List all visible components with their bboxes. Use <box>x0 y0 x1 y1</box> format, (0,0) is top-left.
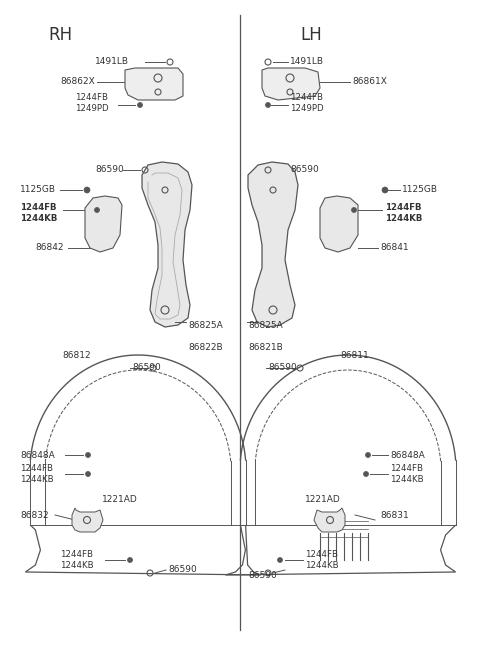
Text: 1125GB: 1125GB <box>20 185 56 195</box>
Text: 86590: 86590 <box>248 571 277 580</box>
Text: 1244FB
1244KB: 1244FB 1244KB <box>20 203 58 223</box>
Polygon shape <box>142 162 192 327</box>
Text: 86822B: 86822B <box>188 343 223 352</box>
Text: 86831: 86831 <box>380 510 409 519</box>
Text: 1244FB
1249PD: 1244FB 1249PD <box>75 93 108 113</box>
Text: 86812: 86812 <box>62 350 91 360</box>
Text: RH: RH <box>48 26 72 44</box>
Text: 86821B: 86821B <box>248 343 283 352</box>
Text: 1221AD: 1221AD <box>305 495 341 504</box>
Circle shape <box>137 102 143 107</box>
Text: 1244FB
1244KB: 1244FB 1244KB <box>60 550 94 570</box>
Polygon shape <box>314 508 345 532</box>
Text: 86832: 86832 <box>20 510 48 519</box>
Text: 86811: 86811 <box>340 350 369 360</box>
Circle shape <box>351 208 357 212</box>
Circle shape <box>85 472 91 476</box>
Polygon shape <box>262 68 320 100</box>
Text: 86590: 86590 <box>95 166 124 174</box>
Text: 1244FB
1244KB: 1244FB 1244KB <box>305 550 338 570</box>
Text: LH: LH <box>300 26 322 44</box>
Polygon shape <box>85 196 122 252</box>
Circle shape <box>128 557 132 563</box>
Text: 86825A: 86825A <box>188 320 223 329</box>
Circle shape <box>85 453 91 457</box>
Circle shape <box>382 187 388 193</box>
Text: 1221AD: 1221AD <box>102 495 138 504</box>
Polygon shape <box>248 162 298 327</box>
Text: 86841: 86841 <box>380 244 408 252</box>
Text: 86590: 86590 <box>168 565 197 574</box>
Text: 86590: 86590 <box>290 166 319 174</box>
Text: 1244FB
1244KB: 1244FB 1244KB <box>390 464 424 484</box>
Polygon shape <box>125 68 183 100</box>
Text: 86842: 86842 <box>35 244 63 252</box>
Text: 86825A: 86825A <box>248 320 283 329</box>
Text: 1491LB: 1491LB <box>290 58 324 67</box>
Text: 86590: 86590 <box>132 364 161 373</box>
Circle shape <box>95 208 99 212</box>
Text: 1125GB: 1125GB <box>402 185 438 195</box>
Text: 86848A: 86848A <box>390 451 425 460</box>
Polygon shape <box>72 508 103 532</box>
Text: 86848A: 86848A <box>20 451 55 460</box>
Circle shape <box>277 557 283 563</box>
Text: 1244FB
1244KB: 1244FB 1244KB <box>20 464 54 484</box>
Text: 86590: 86590 <box>268 364 297 373</box>
Text: 1491LB: 1491LB <box>95 58 129 67</box>
Text: 1244FB
1249PD: 1244FB 1249PD <box>290 93 324 113</box>
Circle shape <box>84 187 90 193</box>
Text: 86861X: 86861X <box>352 77 387 86</box>
Text: 86862X: 86862X <box>60 77 95 86</box>
Circle shape <box>363 472 369 476</box>
Text: 1244FB
1244KB: 1244FB 1244KB <box>385 203 422 223</box>
Polygon shape <box>320 196 358 252</box>
Circle shape <box>365 453 371 457</box>
Circle shape <box>265 102 271 107</box>
